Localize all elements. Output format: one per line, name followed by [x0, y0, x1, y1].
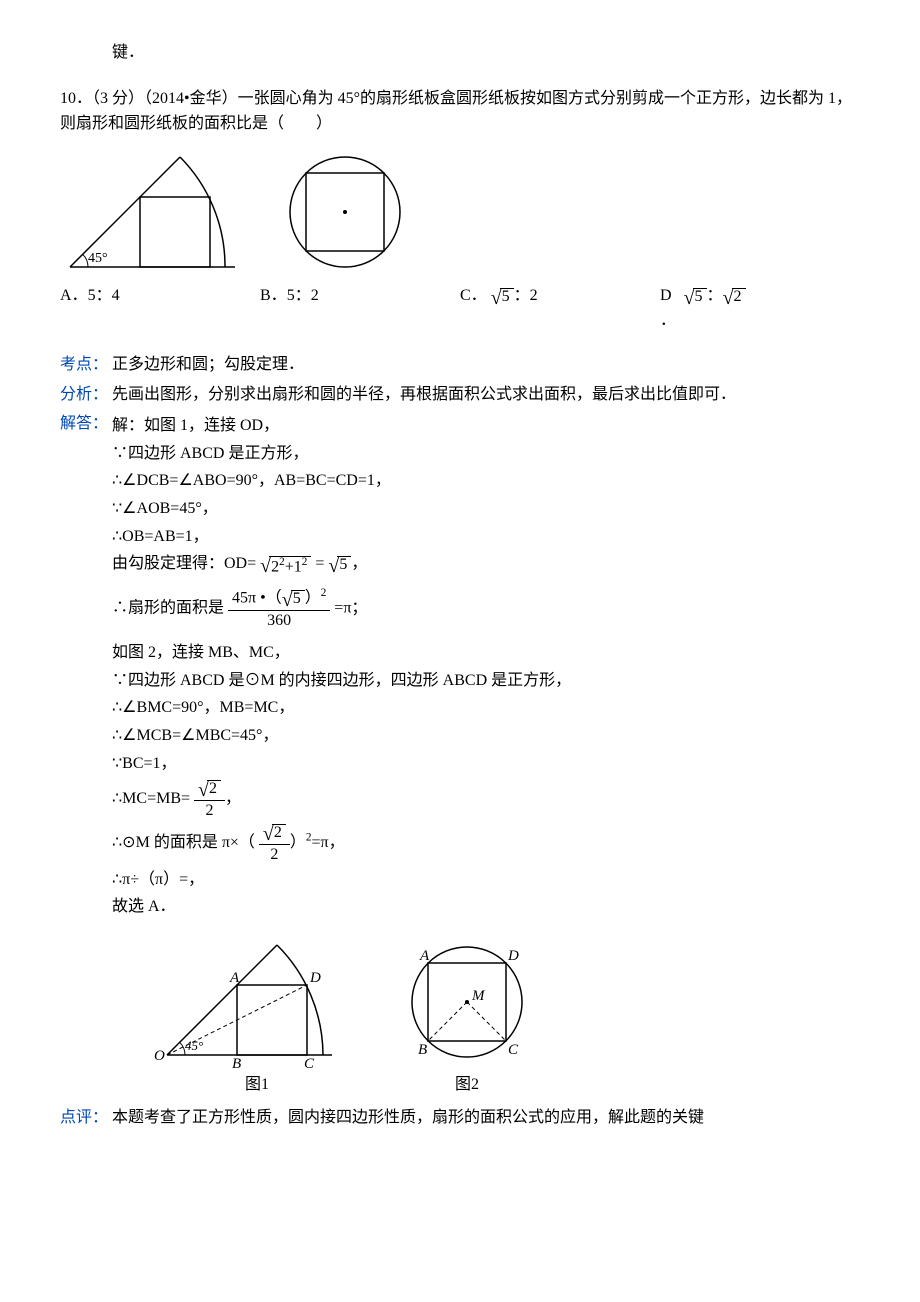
l5-sqrt2: √5: [328, 556, 351, 576]
jieda-l11: ∵BC=1，: [112, 751, 860, 777]
dianping-label: 点评：: [60, 1105, 112, 1131]
option-b: B．5：2: [260, 283, 460, 334]
l12-frac: √2 2: [194, 778, 225, 820]
fenxi-text: 先画出图形，分别求出扇形和圆的半径，再根据面积公式求出面积，最后求出比值即可．: [112, 382, 860, 408]
options-row: A．5：4 B．5：2 C． √5：2 D √5：√2 ．: [60, 283, 860, 334]
prev-trailing-line: 键．: [112, 40, 860, 66]
l6-frac: 45π •（√5）2 360: [228, 587, 330, 631]
option-d-colon: ：: [707, 287, 723, 304]
l13-pre: ∴⊙M 的面积是 π×（: [112, 834, 255, 851]
solution-fig2: A D B C M: [392, 930, 542, 1070]
jieda-l2: ∴∠DCB=∠ABO=90°，AB=BC=CD=1，: [112, 468, 860, 494]
l13-end: =π，: [312, 834, 345, 851]
l5-eq: =: [315, 555, 324, 572]
l6-num-b: ）: [305, 589, 321, 606]
option-c: C． √5：2: [460, 283, 660, 334]
jieda-l3: ∵∠AOB=45°，: [112, 496, 860, 522]
jieda-l12: ∴MC=MB= √2 2 ，: [112, 778, 860, 820]
solution-fig2-caption: 图2: [392, 1072, 542, 1098]
question-stem: 10．（3 分）（2014•金华）一张圆心角为 45°的扇形纸板盒圆形纸板按如图…: [60, 86, 860, 137]
option-c-label: C．: [460, 287, 487, 304]
jieda-label: 解答：: [60, 411, 112, 437]
l6-num-sup: 2: [321, 587, 327, 599]
dianping-text: 本题考查了正方形性质，圆内接四边形性质，扇形的面积公式的应用，解此题的关键: [112, 1105, 860, 1131]
l6-pre: ∴扇形的面积是: [112, 599, 224, 616]
solution-figures: 45° O A D B C 图1: [152, 930, 860, 1098]
center-dot: [343, 210, 347, 214]
jieda-l0: 解：如图 1，连接 OD，: [112, 413, 860, 439]
option-d: D √5：√2 ．: [660, 283, 860, 334]
jieda-l9: ∴∠BMC=90°，MB=MC，: [112, 695, 860, 721]
l6-den: 360: [228, 611, 330, 630]
solution-fig1: 45° O A D B C: [152, 930, 362, 1070]
sf1-O: O: [154, 1048, 165, 1064]
option-c-sqrt: √5: [491, 288, 514, 308]
option-c-suffix: ：2: [514, 287, 538, 304]
sf1-angle: 45°: [185, 1038, 203, 1053]
l5-rad: 2: [271, 558, 279, 575]
sf2-A: A: [419, 948, 430, 964]
option-a: A．5：4: [60, 283, 260, 334]
option-d-sqrt1: √5: [684, 288, 707, 308]
l12-pre: ∴MC=MB=: [112, 790, 190, 807]
option-a-value: 5：4: [88, 287, 120, 304]
solution-fig2-wrap: A D B C M 图2: [392, 930, 542, 1098]
fenxi-row: 分析： 先画出图形，分别求出扇形和圆的半径，再根据面积公式求出面积，最后求出比值…: [60, 382, 860, 408]
option-b-label: B．: [260, 287, 287, 304]
sf1-B: B: [232, 1056, 241, 1070]
fenxi-label: 分析：: [60, 382, 112, 408]
sf2-D: D: [507, 948, 519, 964]
l6-num-a: 45π •（: [232, 589, 282, 606]
jieda-row: 解答： 解：如图 1，连接 OD， ∵四边形 ABCD 是正方形， ∴∠DCB=…: [60, 411, 860, 1101]
jieda-l13: ∴⊙M 的面积是 π×（ √2 2 ）2=π，: [112, 822, 860, 864]
jieda-l14: ∴π÷（π）=，: [112, 867, 860, 893]
sf2-C: C: [508, 1042, 519, 1058]
sf1-C: C: [304, 1056, 315, 1070]
l5-plus: +1: [285, 558, 302, 575]
l5-sqrt1: √22+12: [260, 556, 311, 576]
jieda-l7: 如图 2，连接 MB、MC，: [112, 640, 860, 666]
l6-num-sqrt: √5: [282, 590, 305, 610]
sf1-D: D: [309, 970, 321, 986]
l5-pre: 由勾股定理得：OD=: [112, 555, 256, 572]
l13-post: ）: [290, 834, 306, 851]
l12-end: ，: [225, 790, 241, 807]
kaodian-text: 正多边形和圆；勾股定理．: [112, 352, 860, 378]
option-a-label: A．: [60, 287, 88, 304]
solution-fig1-wrap: 45° O A D B C 图1: [152, 930, 362, 1098]
solution-fig1-caption: 图1: [152, 1072, 362, 1098]
sf1-A: A: [229, 970, 240, 986]
option-b-value: 5：2: [287, 287, 319, 304]
jieda-l5: 由勾股定理得：OD= √22+12 = √5，: [112, 551, 860, 577]
figure-sector: 45°: [60, 147, 260, 277]
l6-post: =π；: [334, 599, 367, 616]
jieda-l15: 故选 A．: [112, 894, 860, 920]
l5-sup2: 2: [302, 556, 308, 568]
sf2-B: B: [418, 1042, 427, 1058]
l5-end: ，: [351, 555, 367, 572]
jieda-l4: ∴OB=AB=1，: [112, 524, 860, 550]
jieda-body: 解：如图 1，连接 OD， ∵四边形 ABCD 是正方形， ∴∠DCB=∠ABO…: [112, 411, 860, 1101]
question-figures: 45°: [60, 147, 860, 277]
jieda-l10: ∴∠MCB=∠MBC=45°，: [112, 723, 860, 749]
kaodian-label: 考点：: [60, 352, 112, 378]
jieda-l6: ∴扇形的面积是 45π •（√5）2 360 =π；: [112, 587, 860, 631]
kaodian-row: 考点： 正多边形和圆；勾股定理．: [60, 352, 860, 378]
jieda-l1: ∵四边形 ABCD 是正方形，: [112, 441, 860, 467]
option-d-sqrt2: √2: [723, 288, 746, 308]
option-d-label: D: [660, 287, 672, 304]
angle-45-label: 45°: [88, 251, 108, 266]
jieda-l8: ∵四边形 ABCD 是⊙M 的内接四边形，四边形 ABCD 是正方形，: [112, 668, 860, 694]
option-d-dot: ．: [660, 308, 676, 334]
l13-frac: √2 2: [259, 822, 290, 864]
dianping-row: 点评： 本题考查了正方形性质，圆内接四边形性质，扇形的面积公式的应用，解此题的关…: [60, 1105, 860, 1131]
figure-circle: [280, 147, 410, 277]
sf2-M: M: [471, 988, 486, 1004]
